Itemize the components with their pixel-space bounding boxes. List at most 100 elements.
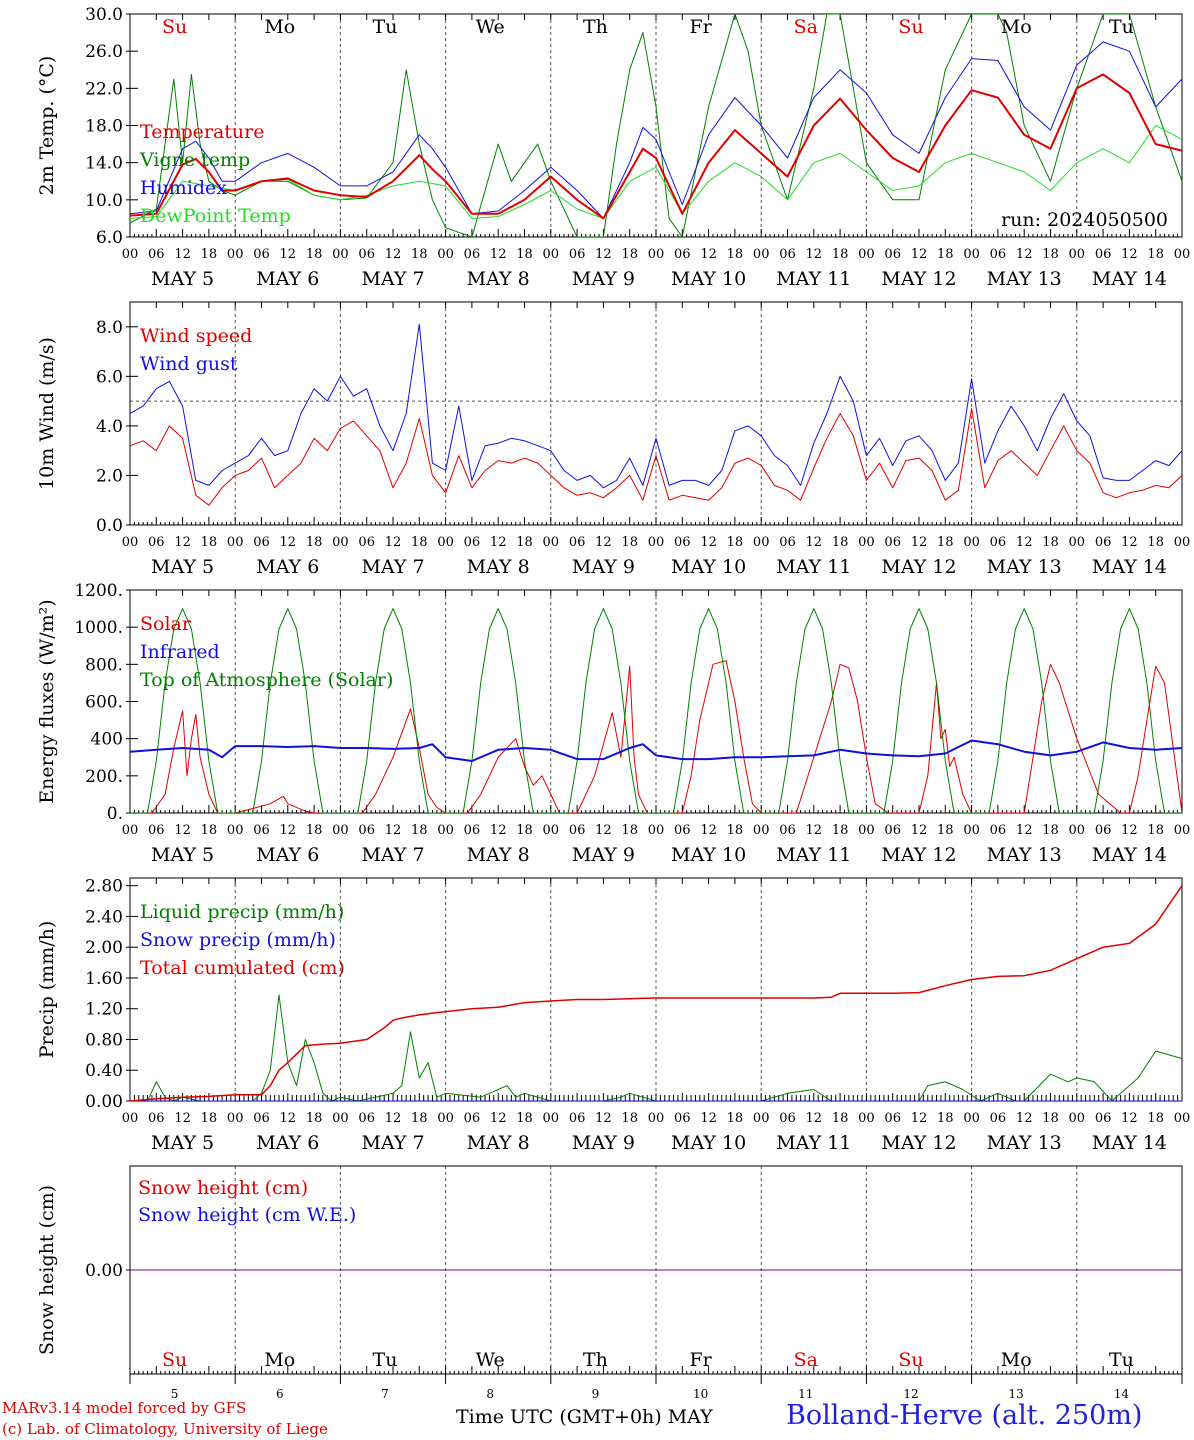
legend-entry: DewPoint Temp <box>140 205 291 227</box>
hour-tick-label: 00 <box>648 247 665 262</box>
hour-tick-label: 00 <box>227 823 244 838</box>
weekday-label-bottom: Su <box>162 1349 187 1371</box>
hour-tick-label: 06 <box>674 247 691 262</box>
date-label: MAY 9 <box>572 844 635 866</box>
hour-tick-label: 06 <box>358 823 375 838</box>
y-tick-label: 30.0 <box>85 5 123 25</box>
hour-tick-label: 06 <box>148 535 165 550</box>
hour-tick-label: 18 <box>621 1111 638 1126</box>
y-tick-label: 1.20 <box>85 1000 123 1020</box>
hour-tick-label: 18 <box>621 823 638 838</box>
hour-tick-label: 00 <box>753 247 770 262</box>
hour-tick-label: 06 <box>884 823 901 838</box>
hour-tick-label: 12 <box>806 247 823 262</box>
y-tick-label: 26.0 <box>85 42 123 62</box>
hour-tick-label: 12 <box>490 247 507 262</box>
date-label: MAY 10 <box>671 556 746 578</box>
date-label: MAY 11 <box>776 1132 851 1154</box>
date-label: MAY 14 <box>1092 844 1167 866</box>
hour-tick-label: 18 <box>727 823 744 838</box>
date-label: MAY 7 <box>361 1132 424 1154</box>
y-tick-label: 800. <box>85 655 123 675</box>
hour-tick-label: 00 <box>963 1111 980 1126</box>
hour-tick-label: 18 <box>832 247 849 262</box>
hour-tick-label: 00 <box>227 247 244 262</box>
y-tick-label: 22.0 <box>85 79 123 99</box>
station-title: Bolland-Herve (alt. 250m) <box>786 1400 1143 1431</box>
y-tick-label: 2.80 <box>85 877 123 897</box>
hour-tick-label: 18 <box>832 823 849 838</box>
hour-tick-label: 12 <box>700 247 717 262</box>
series-line-humidex <box>130 41 1182 219</box>
hour-tick-label: 00 <box>122 1111 139 1126</box>
day-number-label: 10 <box>693 1387 708 1401</box>
hour-tick-label: 06 <box>674 823 691 838</box>
date-label: MAY 8 <box>467 556 530 578</box>
y-tick-label: 4.0 <box>96 417 123 437</box>
hour-tick-label: 00 <box>437 823 454 838</box>
hour-tick-label: 00 <box>122 247 139 262</box>
date-label: MAY 12 <box>881 1132 956 1154</box>
hour-tick-label: 18 <box>937 823 954 838</box>
date-label: MAY 13 <box>987 556 1062 578</box>
hour-tick-label: 06 <box>464 1111 481 1126</box>
y-axis-label: Snow height (cm) <box>36 1185 58 1355</box>
hour-tick-label: 18 <box>516 535 533 550</box>
hour-tick-label: 00 <box>437 1111 454 1126</box>
date-label: MAY 6 <box>256 268 319 290</box>
y-tick-label: 6.0 <box>96 367 123 387</box>
weekday-label-top: Tu <box>1109 16 1134 38</box>
date-label: MAY 8 <box>467 1132 530 1154</box>
date-label: MAY 9 <box>572 268 635 290</box>
hour-tick-label: 18 <box>1147 1111 1164 1126</box>
series-line-vigne-temp <box>130 14 1182 237</box>
hour-tick-label: 12 <box>595 823 612 838</box>
date-label: MAY 10 <box>671 844 746 866</box>
series-line-wind-speed <box>130 408 1182 506</box>
series-group <box>130 323 1182 506</box>
plot-frame <box>129 589 1183 814</box>
hour-tick-label: 12 <box>806 535 823 550</box>
hour-tick-label: 06 <box>779 823 796 838</box>
date-label: MAY 12 <box>881 844 956 866</box>
hour-tick-label: 18 <box>201 823 218 838</box>
hour-tick-label: 06 <box>569 823 586 838</box>
hour-tick-label: 12 <box>911 823 928 838</box>
hour-tick-label: 12 <box>490 535 507 550</box>
hour-tick-label: 12 <box>280 535 297 550</box>
hour-tick-label: 12 <box>700 535 717 550</box>
hour-tick-label: 18 <box>727 535 744 550</box>
date-label: MAY 10 <box>671 1132 746 1154</box>
hour-tick-label: 06 <box>148 823 165 838</box>
hour-tick-label: 06 <box>1095 535 1112 550</box>
hour-tick-label: 12 <box>174 247 191 262</box>
hour-tick-label: 18 <box>1147 823 1164 838</box>
hour-tick-label: 12 <box>174 1111 191 1126</box>
legend-entry: Solar <box>140 613 192 635</box>
y-tick-label: 6.0 <box>96 228 123 248</box>
hour-tick-label: 06 <box>148 247 165 262</box>
hour-tick-label: 06 <box>884 1111 901 1126</box>
y-tick-label: 200. <box>85 767 123 787</box>
weekday-label-top: Mo <box>264 16 295 38</box>
hour-tick-label: 12 <box>700 823 717 838</box>
hour-tick-label: 18 <box>516 247 533 262</box>
y-tick-label: 0.0 <box>96 516 123 536</box>
date-label: MAY 13 <box>987 844 1062 866</box>
series-line-infrared <box>130 739 1182 762</box>
panel-3: 0. 200. 400 600. 800. 1000. 1200. Energy fluxes… <box>36 581 1190 866</box>
hour-tick-label: 12 <box>595 247 612 262</box>
hour-tick-label: 00 <box>227 535 244 550</box>
hour-tick-label: 00 <box>1069 1111 1086 1126</box>
hour-tick-label: 18 <box>1042 1111 1059 1126</box>
hour-tick-label: 00 <box>1174 1111 1191 1126</box>
hour-tick-label: 12 <box>806 823 823 838</box>
hour-tick-label: 12 <box>1016 823 1033 838</box>
hour-tick-label: 12 <box>280 823 297 838</box>
run-annotation: run: 2024050500 <box>1001 209 1168 231</box>
time-axis-label: Time UTC (GMT+0h) MAY <box>456 1406 713 1428</box>
date-label: MAY 7 <box>361 268 424 290</box>
hour-tick-label: 06 <box>358 247 375 262</box>
day-number-label: 6 <box>276 1387 284 1401</box>
legend-entry: Wind gust <box>140 353 238 375</box>
